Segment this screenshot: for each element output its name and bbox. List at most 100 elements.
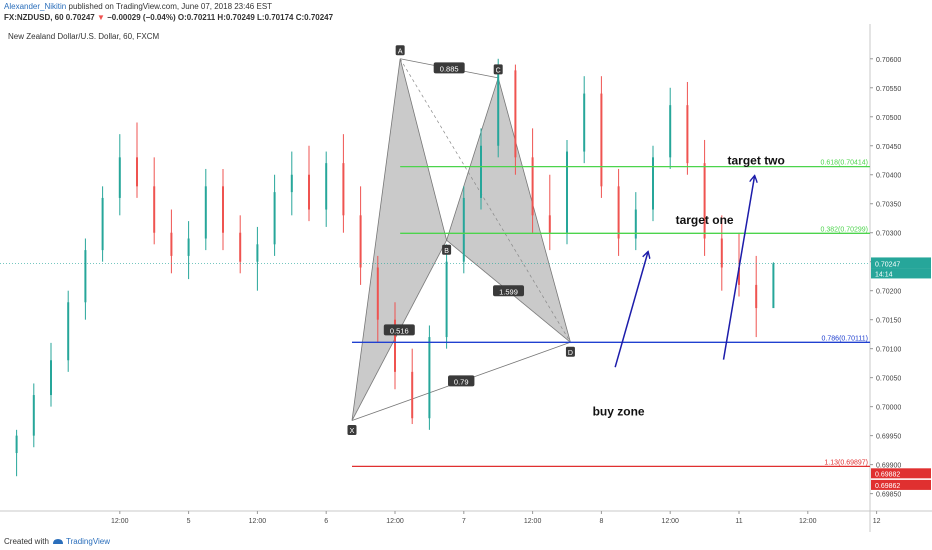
author-link[interactable]: Alexander_Nikitin (4, 2, 67, 11)
pattern-point-label: A (398, 48, 403, 55)
candle-body (394, 319, 396, 372)
chart-title: New Zealand Dollar/U.S. Dollar, 60, FXCM (8, 32, 160, 41)
candle (273, 174, 276, 256)
candle-body (686, 105, 689, 164)
tradingview-brand-link[interactable]: TradingView (66, 537, 111, 546)
x-axis-label: 12:00 (799, 518, 817, 525)
y-axis-label: 0.70050 (876, 376, 901, 383)
candle (290, 151, 293, 216)
fib-level-label: 1.13(0.69897) (824, 459, 868, 466)
candle-body (738, 267, 740, 285)
symbol-label: FX:NZDUSD, 60 (4, 13, 64, 22)
change-arrow: ▼ (96, 13, 105, 22)
y-axis-label: 0.70000 (876, 405, 901, 412)
countdown-tag (871, 268, 931, 279)
ratio-label-bg (493, 285, 525, 297)
candle-body (84, 250, 87, 303)
pattern-diagonal-xb (351, 240, 447, 421)
candle (617, 168, 620, 256)
candle-body (497, 70, 500, 146)
x-axis-label: 11 (735, 518, 742, 525)
candle-body (136, 157, 138, 187)
footer-bar: Created with TradingView (0, 532, 932, 550)
ratio-label-bg (433, 62, 465, 74)
candle-body (514, 70, 517, 158)
candle-body (187, 238, 190, 256)
last-price-tag (871, 257, 931, 269)
candle-body (669, 105, 672, 158)
x-axis-label: 12:00 (524, 518, 542, 525)
annotation-text: buy zone (593, 404, 645, 418)
publish-text: published on TradingView.com, June 07, 2… (66, 2, 273, 11)
ratio-label: 0.885 (440, 64, 459, 73)
candle-body (32, 395, 35, 436)
ratio-label: 0.516 (390, 326, 409, 335)
chart-area[interactable]: New Zealand Dollar/U.S. Dollar, 60, FXCM… (0, 24, 932, 532)
annotation-text: target two (728, 153, 785, 167)
candle (634, 192, 637, 251)
ohlc-values: O:0.70211 H:0.70249 L:0.70174 C:0.70247 (177, 13, 334, 22)
y-axis-label: 0.70200 (876, 289, 901, 296)
candle (514, 64, 517, 175)
candle (118, 134, 121, 216)
symbol-line: FX:NZDUSD, 60 0.70247 ▼ −0.00029 (−0.04%… (4, 13, 333, 22)
chart-svg[interactable]: New Zealand Dollar/U.S. Dollar, 60, FXCM… (0, 24, 932, 532)
ratio-label-bg (383, 324, 415, 336)
created-with-text: Created with (4, 537, 49, 546)
candle (101, 186, 104, 262)
trend-arrow (614, 252, 648, 368)
ratio-label-bg (448, 375, 475, 387)
candle (445, 244, 448, 349)
price-change: −0.00029 (−0.04%) (107, 13, 176, 22)
price-marker-label: 0.69882 (875, 471, 900, 478)
x-axis-label: 8 (599, 518, 603, 525)
candle-body (170, 232, 173, 256)
price-marker-tag (871, 479, 931, 490)
ratio-label: 0.79 (454, 377, 469, 386)
y-axis-label: 0.70350 (876, 202, 901, 209)
candle-body (118, 157, 121, 198)
candle (376, 255, 379, 343)
x-axis-label: 12:00 (111, 518, 129, 525)
y-axis-label: 0.70450 (876, 144, 901, 151)
pattern-point-badge (395, 45, 405, 56)
candle-body (755, 284, 758, 309)
candle (359, 186, 362, 285)
candle (566, 139, 568, 245)
candle-body (617, 186, 620, 239)
y-axis-label: 0.70400 (876, 173, 901, 180)
pattern-point-label: X (350, 428, 355, 435)
candle (600, 76, 603, 198)
candle-body (376, 267, 379, 320)
candle (686, 81, 689, 175)
pattern-point-badge (565, 346, 575, 357)
price-marker-tag (871, 468, 931, 479)
publish-line: Alexander_Nikitin published on TradingVi… (4, 2, 272, 11)
candle-body (652, 157, 654, 210)
candle (428, 325, 431, 430)
candle (342, 134, 345, 233)
candle-body (548, 215, 551, 233)
fib-level-label: 0.786(0.70111) (822, 335, 868, 342)
y-axis-label: 0.69900 (876, 463, 901, 470)
y-axis-label: 0.70500 (876, 115, 901, 122)
candle (308, 145, 310, 222)
candle (583, 76, 586, 164)
candle (15, 429, 18, 477)
fib-level-label: 0.382(0.70299) (821, 226, 868, 233)
x-axis-label: 5 (187, 518, 191, 525)
annotation-text: target one (676, 213, 734, 227)
last-price-label: 0.70247 (875, 261, 900, 268)
candle-body (703, 163, 706, 239)
candle (548, 174, 551, 251)
candle-body (634, 209, 637, 239)
candle (755, 255, 758, 338)
candle-body (222, 186, 224, 233)
y-axis-label: 0.70150 (876, 318, 901, 325)
candle-body (600, 93, 603, 187)
x-axis-label: 12 (873, 518, 881, 525)
fib-level-label: 0.618(0.70414) (821, 160, 868, 167)
x-axis-label: 12:00 (386, 518, 404, 525)
candle-body (204, 186, 207, 239)
candle-body (720, 238, 723, 268)
